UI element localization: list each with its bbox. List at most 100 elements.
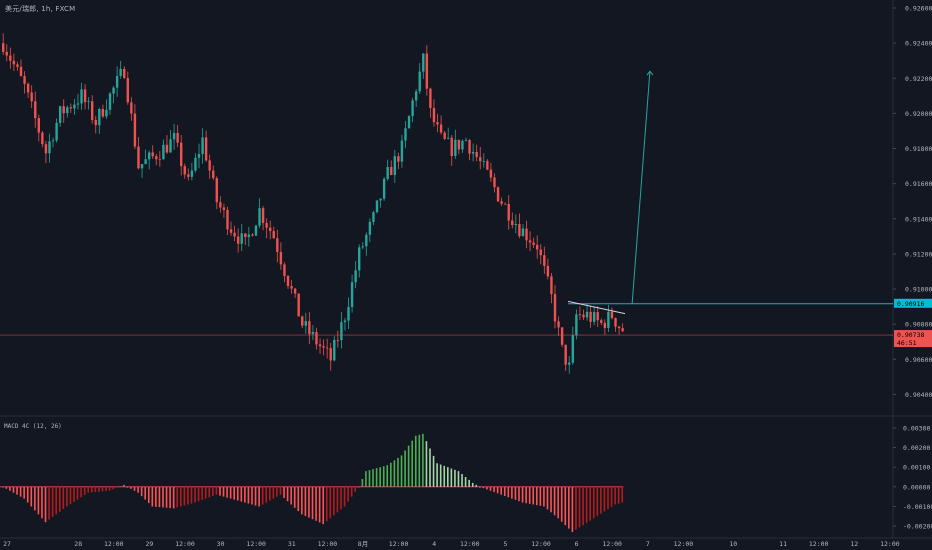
- macd-bar: [539, 486, 542, 506]
- candle-body: [447, 137, 450, 139]
- candle-body: [496, 187, 500, 202]
- candle-body: [521, 228, 525, 237]
- candle-body: [479, 157, 482, 162]
- candle-body: [133, 113, 137, 147]
- candle-body: [80, 89, 83, 104]
- macd-bar: [450, 468, 453, 487]
- macd-bar: [304, 486, 307, 516]
- candle-body: [568, 362, 571, 365]
- candle-body: [329, 348, 332, 361]
- candle-body: [514, 224, 518, 226]
- candle-body: [51, 140, 55, 142]
- resistance-label-box: [894, 298, 932, 308]
- candle-body: [254, 225, 258, 236]
- macd-bar: [418, 434, 421, 487]
- macd-bar: [610, 486, 613, 507]
- time-tick-label: 11: [779, 540, 787, 548]
- macd-bar: [261, 486, 264, 505]
- macd-bar: [137, 486, 139, 493]
- macd-bar: [482, 486, 485, 489]
- candle-body: [269, 227, 272, 232]
- macd-bar: [397, 457, 399, 487]
- candle-body: [318, 344, 322, 347]
- macd-bar: [133, 486, 136, 491]
- candle-body: [244, 233, 247, 238]
- candle-body: [204, 137, 208, 161]
- macd-bar: [493, 486, 495, 493]
- candle-body: [9, 55, 12, 61]
- candle-body: [176, 133, 179, 143]
- candle-body: [397, 156, 400, 162]
- candle-body: [158, 159, 162, 161]
- macd-bar: [30, 486, 33, 507]
- candle-body: [183, 166, 186, 175]
- macd-bar: [365, 471, 367, 487]
- macd-bar: [76, 486, 79, 500]
- macd-bar: [308, 486, 310, 518]
- time-tick-label: 12:00: [809, 540, 829, 548]
- macd-bar: [290, 486, 292, 505]
- candle-body: [350, 282, 354, 307]
- macd-bar: [130, 486, 132, 489]
- candle-body: [94, 119, 97, 126]
- macd-bar: [404, 450, 406, 487]
- macd-bar: [329, 486, 332, 519]
- macd-bar: [553, 486, 556, 516]
- macd-bar: [340, 486, 342, 510]
- candle-body: [169, 139, 172, 153]
- macd-bar: [390, 462, 392, 487]
- macd-bar: [66, 486, 68, 507]
- macd-bar: [5, 486, 8, 489]
- macd-bar: [546, 486, 549, 510]
- macd-bar: [283, 486, 285, 498]
- macd-bar: [425, 441, 428, 487]
- candle-body: [411, 100, 414, 117]
- candle-body: [596, 312, 599, 321]
- macd-bar: [26, 486, 29, 503]
- candle-body: [2, 43, 5, 52]
- price-tick-label: 0.91800: [905, 145, 932, 153]
- candle-body: [112, 87, 115, 94]
- macd-bar: [265, 486, 268, 503]
- candle-body: [429, 88, 432, 109]
- price-tick-label: 0.90800: [905, 321, 932, 329]
- macd-bar: [279, 486, 282, 495]
- candle-body: [311, 332, 315, 335]
- macd-bar: [158, 486, 161, 508]
- time-tick-label: 12:00: [389, 540, 409, 548]
- macd-bar: [582, 486, 584, 526]
- candle-body: [404, 128, 407, 141]
- candle-body: [532, 242, 535, 245]
- macd-bar: [183, 486, 186, 506]
- macd-bar: [9, 486, 11, 491]
- macd-bar: [368, 470, 371, 487]
- candle-body: [48, 141, 51, 154]
- candle-body: [425, 53, 429, 89]
- macd-bar: [557, 486, 559, 519]
- candle-body: [265, 223, 268, 228]
- macd-bar: [333, 486, 335, 516]
- candle-body: [126, 78, 129, 103]
- time-tick-label: 12:00: [318, 540, 338, 548]
- candle-body: [162, 144, 165, 160]
- candle-body: [215, 178, 218, 203]
- candle-body: [187, 174, 190, 177]
- macd-bar: [454, 469, 456, 487]
- macd-bar: [322, 486, 324, 525]
- candle-body: [543, 255, 546, 266]
- candle-body: [322, 346, 325, 348]
- macd-bar: [564, 486, 567, 526]
- candle-body: [550, 276, 553, 295]
- macd-bar: [34, 486, 36, 511]
- macd-bar: [543, 486, 545, 507]
- macd-bar: [215, 486, 218, 495]
- macd-tick-label: 0.00000: [903, 483, 930, 491]
- time-tick-label: 27: [3, 540, 11, 548]
- macd-bar: [528, 486, 531, 504]
- macd-bar: [550, 486, 552, 513]
- candle-body: [582, 314, 585, 318]
- macd-bar: [354, 486, 357, 492]
- candle-body: [393, 156, 396, 176]
